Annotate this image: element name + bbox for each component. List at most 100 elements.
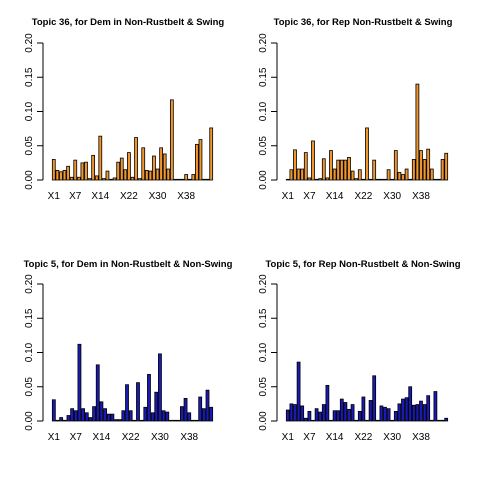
x-tick-label: X30 xyxy=(149,191,167,202)
bar xyxy=(361,178,366,181)
bar xyxy=(386,169,391,181)
bar xyxy=(386,408,391,422)
bar xyxy=(183,397,188,422)
bar xyxy=(51,159,56,181)
bar xyxy=(390,419,395,422)
bar xyxy=(426,395,431,422)
y-tick-label: 0.10 xyxy=(258,342,269,362)
bar xyxy=(372,375,377,422)
bar xyxy=(209,127,214,181)
bar xyxy=(411,404,416,422)
bar xyxy=(393,411,398,422)
bar xyxy=(422,404,427,422)
bar xyxy=(339,398,344,422)
bar xyxy=(307,411,312,422)
bar xyxy=(205,389,210,422)
bar xyxy=(190,419,195,422)
bar xyxy=(433,178,438,181)
bar xyxy=(444,152,449,181)
bar xyxy=(172,419,177,422)
bar xyxy=(296,168,301,181)
bar xyxy=(66,415,71,422)
bar xyxy=(150,412,155,422)
x-tick-label: X30 xyxy=(151,432,169,443)
bar xyxy=(139,419,144,422)
x-tick-label: X38 xyxy=(177,191,195,202)
bar xyxy=(437,419,441,422)
bar xyxy=(383,178,387,181)
bar xyxy=(401,174,405,181)
bar xyxy=(92,406,96,422)
bar xyxy=(343,159,348,181)
bar xyxy=(408,178,413,181)
bar xyxy=(329,150,333,181)
bar xyxy=(419,150,423,181)
bar xyxy=(95,364,100,422)
bar xyxy=(415,83,420,181)
x-tick-label: X1 xyxy=(48,432,61,443)
x-tick-label: X7 xyxy=(303,191,316,202)
bar xyxy=(116,161,121,181)
bar xyxy=(390,178,395,181)
bar xyxy=(289,169,294,181)
bar xyxy=(198,139,203,181)
chart-title: Topic 5, for Rep Non-Rustbelt & Non-Swin… xyxy=(265,259,460,270)
bar xyxy=(147,374,151,422)
x-tick-label: X7 xyxy=(303,432,316,443)
bar xyxy=(132,419,137,422)
bar xyxy=(195,143,199,181)
y-tick-label: 0.10 xyxy=(24,101,35,121)
bar xyxy=(134,137,138,181)
bar xyxy=(401,398,405,422)
bar xyxy=(303,152,308,181)
bar xyxy=(70,408,75,422)
bar xyxy=(119,157,124,181)
bar xyxy=(137,178,142,181)
y-tick-label: 0.05 xyxy=(258,136,269,156)
bar xyxy=(365,419,369,422)
bar xyxy=(444,417,449,422)
x-tick-label: X22 xyxy=(355,191,373,202)
bar xyxy=(117,419,122,422)
bar xyxy=(109,178,113,181)
bar xyxy=(159,147,163,181)
bar xyxy=(354,178,359,181)
y-tick-label: 0.05 xyxy=(24,136,35,156)
bar xyxy=(125,384,129,422)
bar xyxy=(383,406,387,422)
y-tick-label: 0.20 xyxy=(24,33,35,53)
y-tick-label: 0.20 xyxy=(258,33,269,53)
x-tick-label: X22 xyxy=(120,191,138,202)
bar xyxy=(55,170,60,181)
bar xyxy=(205,178,210,181)
bar xyxy=(136,382,140,422)
bar xyxy=(154,391,159,422)
bar xyxy=(143,406,148,422)
x-tick-label: X22 xyxy=(122,432,140,443)
bar xyxy=(94,175,99,181)
bar xyxy=(81,408,85,422)
bar xyxy=(437,178,441,181)
bar xyxy=(102,178,106,181)
x-tick-label: X14 xyxy=(91,191,109,202)
bar xyxy=(51,399,56,422)
bar xyxy=(194,419,199,422)
bar xyxy=(379,405,384,422)
bar xyxy=(404,168,409,181)
x-tick-label: X38 xyxy=(412,191,430,202)
bar xyxy=(169,99,174,181)
bar xyxy=(365,127,369,181)
bar xyxy=(440,419,445,422)
bar xyxy=(198,396,203,422)
bar xyxy=(141,147,146,181)
bar xyxy=(162,153,167,181)
bar xyxy=(158,353,162,422)
y-tick-label: 0.15 xyxy=(24,308,35,328)
bar xyxy=(339,159,344,181)
bar xyxy=(350,170,355,181)
bar xyxy=(121,410,126,422)
y-tick-label: 0.20 xyxy=(258,274,269,294)
x-tick-label: X7 xyxy=(70,432,83,443)
bar xyxy=(368,178,373,181)
